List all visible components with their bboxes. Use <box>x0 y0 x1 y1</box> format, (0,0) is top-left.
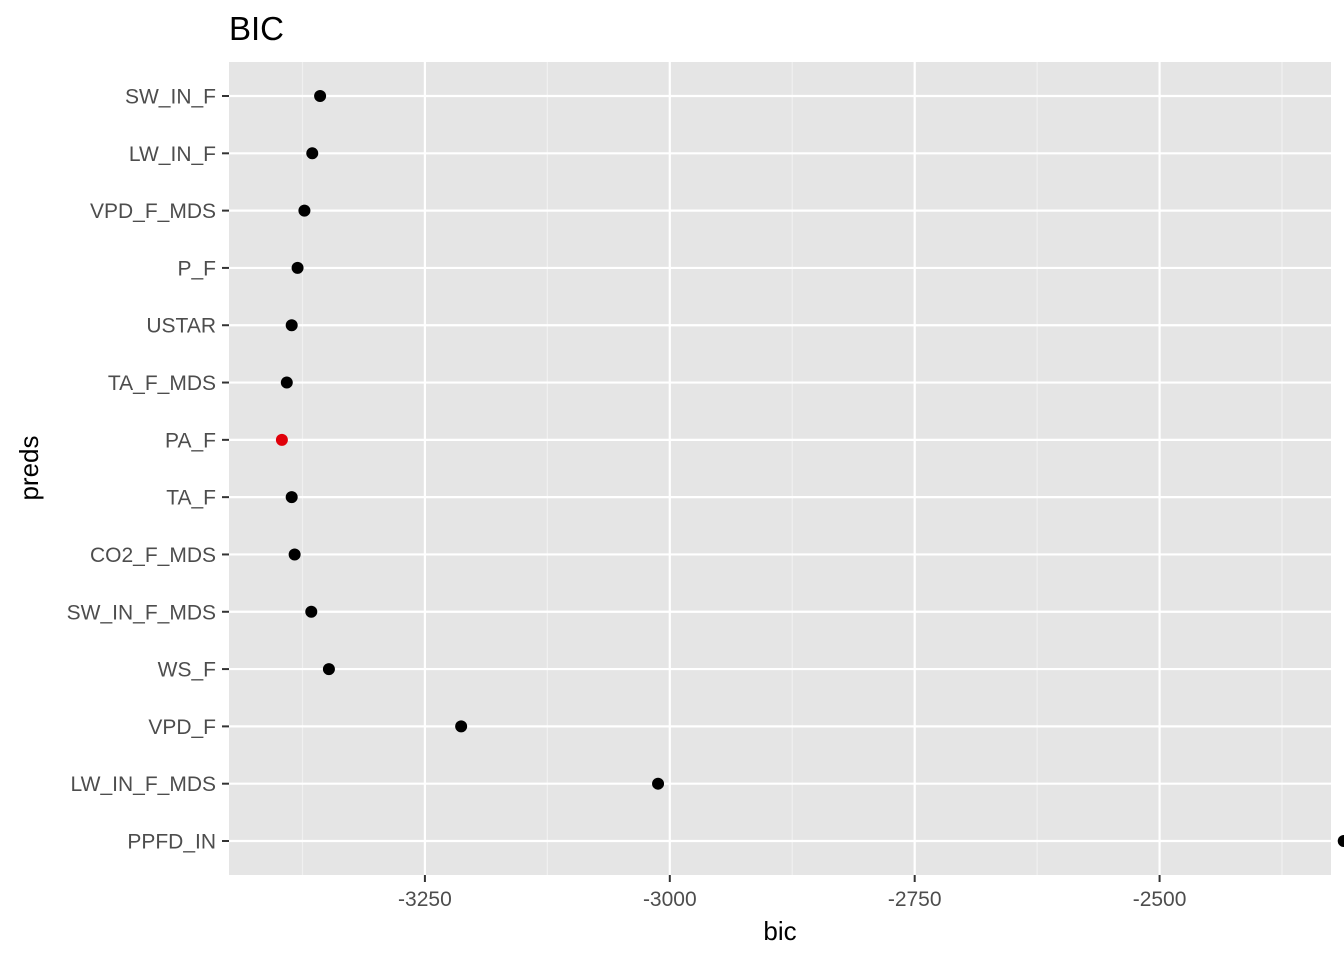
data-point <box>285 491 298 504</box>
data-point <box>285 319 298 332</box>
data-point <box>455 720 468 733</box>
highlighted-data-point <box>275 433 288 446</box>
y-tick-label: WS_F <box>158 659 216 682</box>
y-tick-label: VPD_F_MDS <box>90 200 216 223</box>
data-point <box>652 777 665 790</box>
y-tick-label: PPFD_IN <box>127 831 216 854</box>
y-tick-label: USTAR <box>146 315 216 338</box>
chart-title: BIC <box>229 10 284 47</box>
data-point <box>291 261 304 274</box>
y-tick-label: SW_IN_F <box>125 86 216 109</box>
data-points <box>275 90 1344 847</box>
data-point <box>322 663 335 676</box>
y-tick-label: PA_F <box>165 429 216 452</box>
x-tick-label: -2750 <box>888 888 942 911</box>
y-tick-label: TA_F <box>166 487 216 510</box>
data-point <box>288 548 301 561</box>
y-tick-label: P_F <box>177 257 216 280</box>
x-tick-label: -3000 <box>643 888 697 911</box>
y-tick-label: TA_F_MDS <box>108 372 216 395</box>
y-tick-label: LW_IN_F <box>129 143 216 166</box>
y-axis: SW_IN_F LW_IN_F VPD_F_MDS P_F USTAR TA_F_MDS P… <box>67 86 229 854</box>
data-point <box>280 376 293 389</box>
grid-minor-lines <box>301 62 1283 875</box>
data-point <box>1337 835 1344 847</box>
data-point <box>306 147 319 160</box>
y-tick-label: VPD_F <box>148 716 216 739</box>
data-point <box>314 90 327 102</box>
data-point <box>298 204 311 217</box>
x-axis-title: bic <box>763 916 796 946</box>
y-tick-label: SW_IN_F_MDS <box>67 601 216 624</box>
plot-panel <box>229 62 1331 875</box>
x-tick-label: -3250 <box>398 888 452 911</box>
x-tick-label: -2500 <box>1133 888 1187 911</box>
y-tick-label: LW_IN_F_MDS <box>71 773 216 796</box>
x-axis: -3250 -3000 -2750 -2500 <box>398 875 1186 911</box>
y-axis-title: preds <box>14 435 44 500</box>
y-tick-label: CO2_F_MDS <box>90 544 216 567</box>
grid-major-lines <box>229 62 1331 875</box>
data-point <box>305 605 318 618</box>
